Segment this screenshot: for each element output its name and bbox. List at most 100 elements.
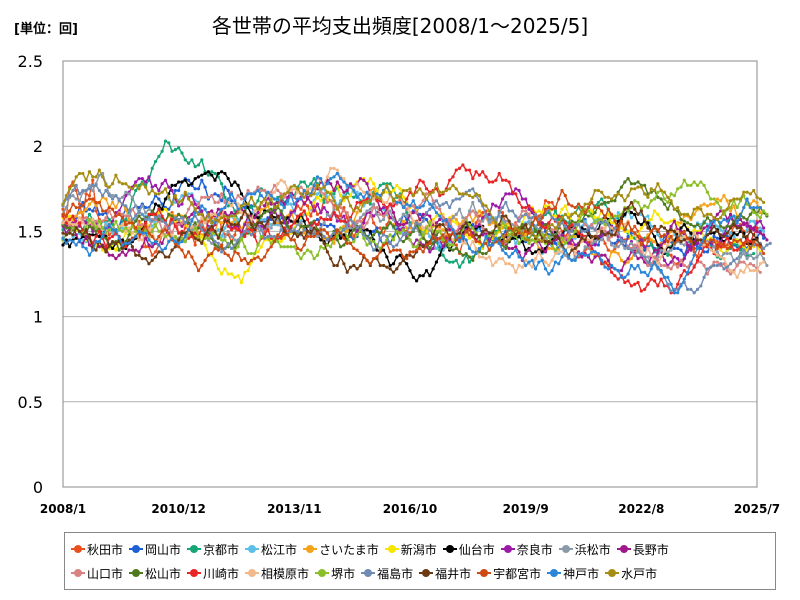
data-point — [705, 267, 710, 271]
legend-item: さいたま市 — [303, 541, 379, 558]
legend-item: 水戸市 — [605, 565, 657, 582]
data-point — [497, 257, 501, 261]
data-point — [586, 231, 591, 235]
data-point — [438, 222, 442, 227]
data-point — [689, 287, 693, 291]
data-point — [474, 221, 478, 225]
data-point — [87, 253, 92, 257]
data-point — [679, 248, 683, 252]
data-point — [636, 180, 640, 184]
data-point — [709, 238, 713, 242]
data-point — [243, 205, 247, 210]
data-point — [127, 229, 131, 233]
data-point — [153, 183, 158, 187]
data-point — [725, 219, 729, 223]
data-point — [725, 251, 729, 256]
data-point — [157, 214, 161, 218]
data-point — [547, 205, 551, 210]
data-point — [124, 207, 128, 211]
data-point — [84, 216, 88, 220]
data-point — [144, 236, 148, 240]
data-point — [762, 246, 766, 251]
data-point — [451, 216, 455, 220]
data-point — [144, 257, 148, 261]
data-point — [163, 234, 168, 239]
data-point — [441, 233, 445, 237]
data-point — [183, 240, 187, 244]
data-point — [196, 202, 201, 206]
data-point — [216, 236, 220, 240]
data-point — [71, 222, 75, 227]
data-point — [590, 250, 594, 254]
data-point — [196, 234, 201, 239]
data-point — [312, 192, 316, 196]
data-point — [732, 258, 736, 262]
data-point — [728, 245, 733, 249]
data-point — [256, 226, 260, 230]
data-point — [150, 241, 154, 245]
data-point — [593, 221, 597, 225]
data-point — [134, 248, 138, 252]
data-point — [481, 251, 485, 256]
data-point — [345, 229, 349, 233]
legend-swatch — [71, 544, 85, 554]
data-point — [322, 228, 326, 232]
data-point — [173, 148, 177, 152]
data-point — [702, 275, 706, 280]
data-point — [418, 205, 422, 210]
data-point — [286, 224, 290, 228]
data-point — [517, 228, 521, 232]
data-point — [329, 222, 333, 227]
data-point — [464, 192, 468, 196]
data-point — [91, 175, 95, 179]
data-point — [434, 205, 439, 210]
data-point — [695, 205, 700, 210]
data-point — [124, 190, 128, 194]
data-point — [365, 182, 369, 186]
data-point — [68, 238, 72, 242]
data-point — [163, 224, 168, 228]
data-point — [619, 275, 624, 280]
data-point — [391, 262, 396, 266]
data-point — [464, 251, 468, 256]
data-point — [173, 240, 177, 244]
legend-label: 福島市 — [377, 566, 414, 581]
data-point — [137, 205, 141, 210]
data-point — [507, 238, 511, 242]
data-point — [524, 248, 528, 252]
data-point — [381, 214, 386, 218]
data-point — [302, 188, 306, 193]
data-point — [200, 263, 204, 268]
data-point — [391, 248, 396, 252]
data-point — [150, 234, 154, 239]
data-point — [167, 240, 171, 244]
data-point — [686, 250, 690, 254]
data-point — [282, 229, 287, 233]
data-point — [461, 253, 465, 257]
data-point — [213, 171, 217, 176]
data-point — [319, 211, 323, 215]
data-point — [289, 185, 293, 189]
data-point — [699, 284, 703, 288]
data-point — [157, 207, 161, 211]
data-point — [226, 188, 230, 193]
data-point — [686, 221, 690, 225]
data-point — [120, 195, 125, 199]
data-point — [335, 263, 339, 268]
data-point — [348, 194, 353, 198]
data-point — [196, 212, 201, 216]
data-point — [411, 228, 415, 232]
data-point — [510, 209, 515, 213]
y-tick-label: 0 — [33, 478, 43, 497]
data-point — [81, 204, 85, 208]
data-point — [659, 224, 663, 228]
data-point — [471, 200, 475, 205]
data-point — [372, 248, 376, 252]
legend-item: 新潟市 — [384, 541, 437, 558]
data-point — [765, 238, 769, 242]
data-point — [593, 205, 597, 210]
data-point — [646, 221, 650, 225]
data-point — [378, 236, 382, 240]
data-point — [180, 180, 184, 184]
data-point — [758, 231, 762, 235]
